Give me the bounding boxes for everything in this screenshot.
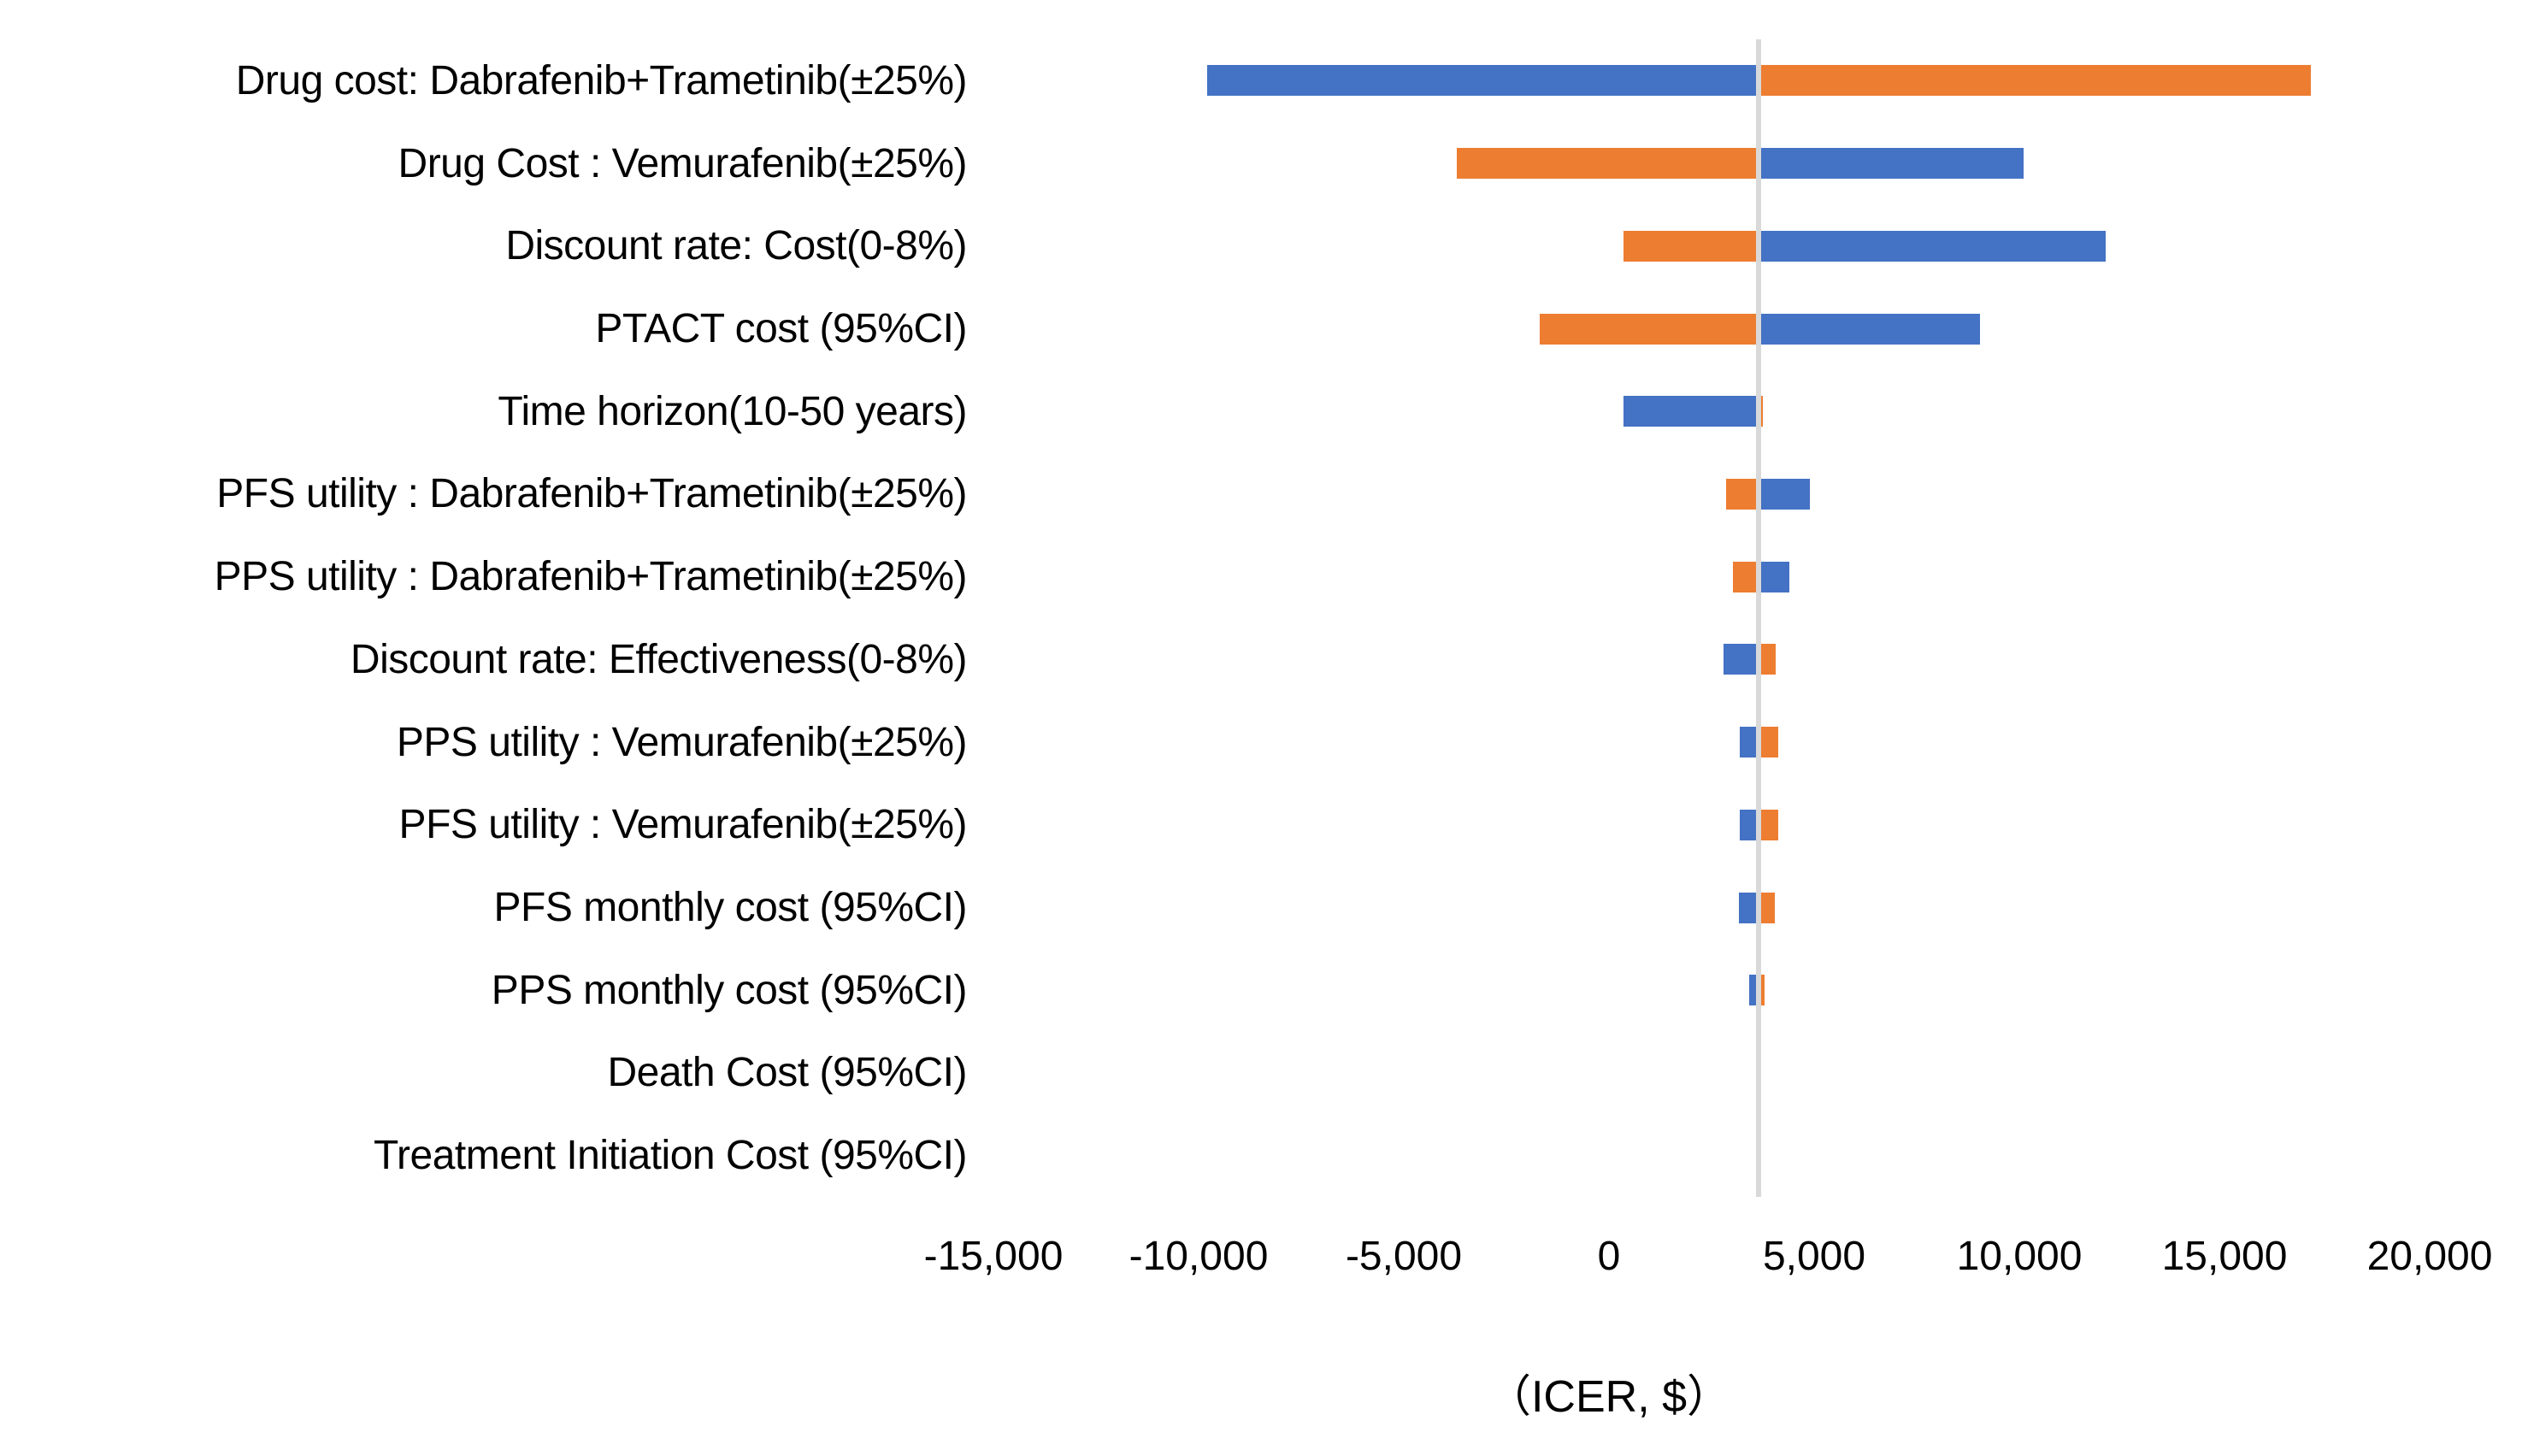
x-axis-tick-label: -5,000 <box>1345 1233 1463 1279</box>
category-label: PFS utility : Vemurafenib(±25%) <box>398 802 968 848</box>
category-label: Drug cost: Dabrafenib+Trametinib(±25%) <box>235 57 968 103</box>
bar-segment-orange <box>1759 65 2311 97</box>
x-axis-tick-label: 0 <box>1597 1233 1621 1279</box>
category-label: PPS utility : Dabrafenib+Trametinib(±25%… <box>214 554 968 600</box>
bar-segment-orange <box>1725 478 1759 510</box>
category-label: Treatment Initiation Cost (95%CI) <box>374 1133 967 1179</box>
bar-segment-blue <box>1739 727 1759 758</box>
bar-segment-orange <box>1759 727 1779 758</box>
bar-segment-orange <box>1540 313 1759 345</box>
category-label: PFS monthly cost (95%CI) <box>493 884 968 930</box>
bar-segment-orange <box>1759 644 1776 675</box>
x-axis-tick-label: 10,000 <box>1956 1233 2083 1279</box>
baseline-gridline <box>1755 39 1762 1197</box>
category-label: PTACT cost (95%CI) <box>595 305 967 351</box>
category-label: Drug Cost : Vemurafenib(±25%) <box>398 140 968 186</box>
bar-segment-blue <box>1759 313 1981 345</box>
bar-segment-blue <box>1740 809 1759 840</box>
category-label: Time horizon(10-50 years) <box>498 388 967 434</box>
x-axis-tick-label: -10,000 <box>1128 1233 1269 1279</box>
bar-segment-orange <box>1759 809 1778 840</box>
category-label: Death Cost (95%CI) <box>607 1050 968 1096</box>
category-label: Discount rate: Effectiveness(0-8%) <box>350 636 968 682</box>
bar-segment-blue <box>1749 975 1759 1006</box>
bar-segment-orange <box>1623 230 1759 262</box>
x-axis-title: （ICER, $） <box>1486 1371 1732 1422</box>
category-label: Discount rate: Cost(0-8%) <box>505 223 967 269</box>
bar-segment-orange <box>1759 975 1765 1006</box>
bar-segment-orange <box>1732 561 1759 592</box>
category-label: PPS monthly cost (95%CI) <box>491 967 968 1013</box>
bar-segment-blue <box>1723 644 1759 675</box>
bar-segment-blue <box>1623 396 1759 427</box>
bar-segment-orange <box>1759 892 1775 923</box>
bar-segment-blue <box>1206 65 1759 97</box>
bar-segment-blue <box>1759 561 1790 592</box>
bar-segment-blue <box>1738 892 1759 923</box>
bar-segment-blue <box>1759 230 2106 262</box>
bar-segment-blue <box>1759 478 1811 510</box>
bar-segment-blue <box>1759 148 2024 180</box>
bar-segment-orange <box>1457 148 1759 180</box>
x-axis-tick-label: 5,000 <box>1762 1233 1866 1279</box>
x-axis-tick-label: 15,000 <box>2161 1233 2288 1279</box>
category-label: PPS utility : Vemurafenib(±25%) <box>396 719 968 765</box>
x-axis-tick-label: 20,000 <box>2366 1233 2493 1279</box>
x-axis-tick-label: -15,000 <box>923 1233 1064 1279</box>
category-label: PFS utility : Dabrafenib+Trametinib(±25%… <box>216 471 967 517</box>
